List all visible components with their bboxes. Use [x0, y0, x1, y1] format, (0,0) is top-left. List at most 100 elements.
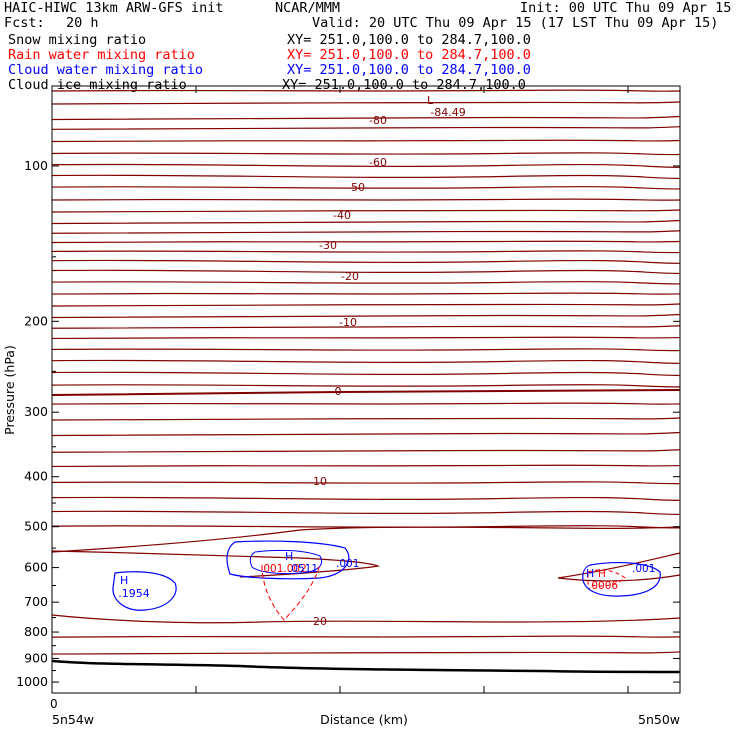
x-axis — [51, 86, 629, 693]
cloud-contour-center-outer — [226, 540, 350, 580]
isotherm-line — [51, 209, 681, 213]
isotherm-label: 10 — [313, 475, 327, 488]
isotherm-line — [51, 250, 681, 254]
isotherm-right-wedge — [557, 552, 681, 582]
isotherm-line — [51, 384, 681, 388]
isotherm-line — [51, 496, 681, 501]
isotherm-line — [51, 510, 681, 516]
isotherm-line — [51, 240, 681, 244]
contour-label: .001 — [336, 558, 359, 570]
field-xy-rain: XY= 251.0,100.0 to 284.7,100.0 — [287, 47, 531, 63]
marker-value: -84.49 — [430, 106, 465, 119]
model-title: HAIC-HIWC 13km ARW-GFS init — [4, 0, 224, 16]
valid-time: Valid: 20 UTC Thu 09 Apr 15 (17 LST Thu … — [312, 15, 719, 31]
marker-type: H — [586, 567, 594, 580]
isotherm-line — [51, 281, 681, 285]
contour-label: .0511 — [288, 563, 318, 575]
init-time: Init: 00 UTC Thu 09 Apr 15 — [520, 0, 732, 16]
isotherm-line — [51, 431, 681, 437]
isotherm-line — [51, 371, 681, 377]
isotherm-line — [51, 230, 681, 234]
org-label: NCAR/MMM — [275, 0, 341, 16]
isotherm-line — [51, 348, 681, 352]
isotherm-line — [51, 186, 681, 190]
isotherm-line — [51, 417, 681, 421]
isotherm-line — [51, 449, 681, 453]
isotherm-line — [51, 126, 681, 130]
y-tick-label: 1000 — [16, 674, 48, 689]
isotherm-line — [51, 269, 681, 275]
isotherm-line — [51, 89, 681, 92]
y-tick-label: 800 — [24, 624, 48, 639]
isotherm-label: -80 — [369, 114, 387, 127]
isotherm-line — [51, 325, 681, 329]
isotherm-line — [51, 359, 681, 364]
marker-value: .1954 — [118, 587, 150, 600]
header: HAIC-HIWC 13km ARW-GFS init NCAR/MMM Ini… — [0, 0, 740, 100]
y-axis-title: Pressure (hPa) — [2, 345, 17, 435]
x-right-label: 5n50w — [638, 712, 680, 727]
isotherm-bulge-upper — [51, 526, 681, 553]
x-axis-title: Distance (km) — [320, 712, 408, 727]
isotherm-label: -40 — [333, 209, 351, 222]
isotherm-line — [51, 115, 681, 121]
marker-type: H — [285, 550, 293, 563]
field-xy-cloud-ice: XY= 251.0,100.0 to 284.7,100.0 — [282, 77, 526, 93]
x-left-label: 5n54w — [52, 712, 94, 727]
contour-label: H — [598, 568, 606, 580]
marker-type: L — [427, 94, 434, 107]
y-tick-label: 400 — [24, 469, 48, 484]
isotherm-label: -20 — [341, 270, 359, 283]
isotherm-label: 0 — [335, 385, 342, 398]
fcst-label: Fcst: — [4, 15, 45, 31]
isotherm-line — [51, 336, 681, 340]
isotherm-line — [51, 139, 681, 143]
field-name-rain: Rain water mixing ratio — [8, 47, 195, 63]
isotherm-label: -10 — [339, 316, 357, 329]
cloud-contour-center-inner — [249, 549, 323, 575]
isotherm-line — [51, 303, 681, 307]
field-name-cloud-water: Cloud water mixing ratio — [8, 62, 204, 78]
rain-contour-center — [261, 564, 321, 621]
field-xy-snow: XY= 251.0,100.0 to 284.7,100.0 — [287, 32, 531, 48]
isotherm-line — [51, 198, 681, 201]
isotherm-line — [51, 292, 681, 295]
isotherm-zero-line — [51, 389, 681, 396]
isotherm-label: 20 — [313, 615, 327, 628]
isotherm-line — [51, 313, 681, 319]
y-tick-label: 200 — [24, 313, 48, 328]
cloud-contour-right — [582, 561, 661, 597]
isotherm-line — [51, 219, 681, 225]
x-origin-label: 0 — [50, 697, 58, 711]
field-name-cloud-ice: Cloud ice mixing ratio — [8, 77, 187, 93]
isotherm-bulge-lower — [51, 550, 381, 578]
isotherm-label: -50 — [347, 181, 365, 194]
ground-surface — [51, 659, 681, 674]
isotherm-label: -60 — [369, 156, 387, 169]
y-tick-label: 500 — [24, 519, 48, 534]
contour-label: .001.002 — [260, 563, 307, 575]
isotherm-line — [51, 259, 681, 264]
isotherm-line — [51, 635, 681, 638]
y-tick-label: 300 — [24, 404, 48, 419]
plot-frame — [51, 85, 681, 694]
y-tick-label: 100 — [24, 158, 48, 173]
y-tick-label: 900 — [24, 650, 48, 665]
rain-contour-right — [587, 569, 626, 587]
isotherm-lower-wave — [51, 614, 681, 624]
isotherm-line — [51, 481, 681, 485]
y-tick-label: 600 — [24, 560, 48, 575]
isotherm-line — [51, 101, 681, 105]
y-tick-label: 700 — [24, 594, 48, 609]
marker-type: H — [120, 574, 128, 587]
isotherm-line — [51, 163, 681, 168]
contour-label: .0006 — [588, 580, 618, 592]
field-xy-cloud-water: XY= 251.0,100.0 to 284.7,100.0 — [287, 62, 531, 78]
isotherm-line — [51, 651, 681, 655]
isotherm-line — [51, 174, 681, 180]
field-name-snow: Snow mixing ratio — [8, 32, 147, 48]
isotherm-label: -30 — [319, 239, 337, 252]
isotherm-line — [51, 402, 681, 405]
contour-label: .001 — [632, 563, 655, 575]
